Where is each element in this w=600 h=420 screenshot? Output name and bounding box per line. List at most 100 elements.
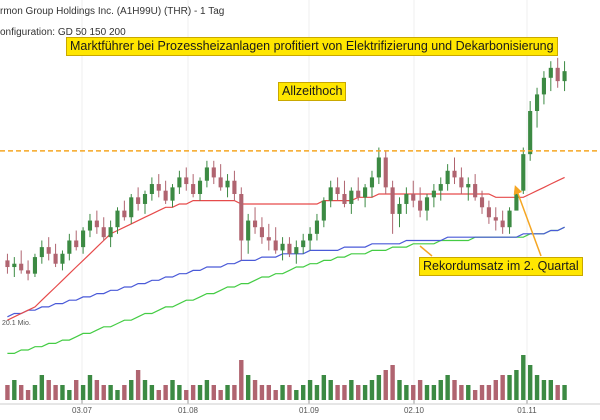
volume-bar xyxy=(177,385,182,400)
volume-bar xyxy=(335,385,340,400)
candle-body xyxy=(294,247,299,254)
volume-bar xyxy=(67,390,72,400)
x-tick-label: 01.11 xyxy=(517,406,537,415)
volume-bar xyxy=(80,385,86,400)
volume-bar xyxy=(287,385,292,400)
candle-body xyxy=(170,187,175,201)
volume-bar xyxy=(404,385,409,400)
volume-bar xyxy=(486,385,492,400)
volume-bar xyxy=(46,380,51,400)
candle-body xyxy=(225,180,230,188)
volume-bar xyxy=(472,390,478,400)
volume-bar xyxy=(431,385,437,400)
volume-bar xyxy=(383,370,388,400)
candle-body xyxy=(74,240,79,248)
candle-body xyxy=(19,263,24,271)
volume-bar xyxy=(493,380,498,400)
ma200-line xyxy=(7,226,565,354)
candle-body xyxy=(390,187,395,214)
volume-bar xyxy=(122,385,127,400)
candle-body xyxy=(129,197,134,218)
candle-body xyxy=(314,220,320,234)
candle-body xyxy=(369,177,375,188)
volume-bar xyxy=(390,365,395,400)
candle-body xyxy=(500,220,505,228)
candle-body xyxy=(555,67,560,82)
volume-bar xyxy=(39,375,45,400)
candle-body xyxy=(507,210,512,228)
candle-body xyxy=(528,111,533,155)
candle-body xyxy=(32,257,38,274)
volume-bar xyxy=(369,380,375,400)
candle-body xyxy=(541,77,546,95)
candle-body xyxy=(376,157,381,178)
candle-body xyxy=(273,240,278,251)
volume-bar xyxy=(307,380,313,400)
candle-body xyxy=(122,210,127,218)
candle-body xyxy=(335,187,340,194)
candle-body xyxy=(191,184,196,194)
candle-body xyxy=(473,184,478,198)
candle-body xyxy=(521,154,526,191)
volume-bar xyxy=(252,380,258,400)
candle-body xyxy=(252,220,258,228)
candle-body xyxy=(424,197,430,211)
volume-bar xyxy=(362,385,368,400)
volume-bar xyxy=(356,385,361,400)
volume-bar xyxy=(232,385,237,400)
candle-body xyxy=(39,247,44,258)
candle-body xyxy=(534,94,540,111)
x-tick-label: 02.10 xyxy=(403,406,425,415)
volume-bar xyxy=(541,380,547,400)
candle-body xyxy=(5,260,10,268)
volume-bar xyxy=(259,385,265,400)
candle-body xyxy=(149,184,154,194)
volume-bar xyxy=(197,385,203,400)
volume-bar xyxy=(25,390,31,400)
volume-bar xyxy=(115,390,120,400)
candle-body xyxy=(156,184,161,191)
volume-bar xyxy=(108,385,113,400)
candle-body xyxy=(204,167,209,181)
candle-body xyxy=(184,177,189,185)
candle-body xyxy=(418,200,423,211)
candle-body xyxy=(12,263,17,268)
candle-body xyxy=(363,187,368,198)
candle-body xyxy=(259,227,264,238)
candle-body xyxy=(411,194,416,201)
candle-body xyxy=(342,194,347,204)
ma50-line xyxy=(7,176,565,321)
candle-body xyxy=(163,190,168,201)
headline-annotation: Marktführer bei Prozessheizanlagen profi… xyxy=(66,37,558,56)
candle-body xyxy=(562,71,567,82)
moving-averages xyxy=(7,176,565,354)
annotation-overlay xyxy=(0,150,600,257)
candle-body xyxy=(321,200,326,221)
candle-body xyxy=(479,197,485,208)
volume-bar xyxy=(5,385,10,400)
volume-bar xyxy=(218,390,223,400)
candle-body xyxy=(404,194,409,204)
volume-bar xyxy=(163,385,168,400)
volume-bar xyxy=(190,385,196,400)
candle-body xyxy=(431,190,436,198)
candle-body xyxy=(142,194,148,204)
volume-bar xyxy=(514,370,519,400)
volume-bar xyxy=(507,375,512,400)
volume-bar xyxy=(500,375,505,400)
candle-body xyxy=(308,233,313,241)
candle-body xyxy=(218,177,223,188)
candle-body xyxy=(266,237,271,241)
volume-bar xyxy=(527,365,533,400)
volume-bar xyxy=(184,390,189,400)
volume-bar xyxy=(459,385,464,400)
volume-bar xyxy=(521,355,526,400)
candle-body xyxy=(53,253,58,264)
volume-bar xyxy=(156,390,161,400)
ath-annotation: Allzeithoch xyxy=(278,82,347,101)
candle-body xyxy=(136,197,141,204)
candle-body xyxy=(94,220,99,228)
candle-body xyxy=(108,227,113,238)
volume-bar xyxy=(204,380,210,400)
